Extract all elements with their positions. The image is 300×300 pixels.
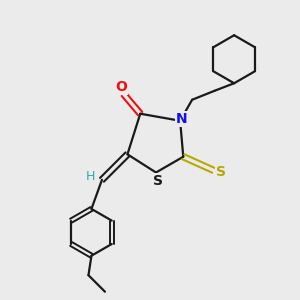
Text: O: O [115,80,127,94]
Text: S: S [216,165,226,179]
Text: S: S [152,174,163,188]
Text: N: N [176,112,188,126]
Text: H: H [86,170,95,183]
